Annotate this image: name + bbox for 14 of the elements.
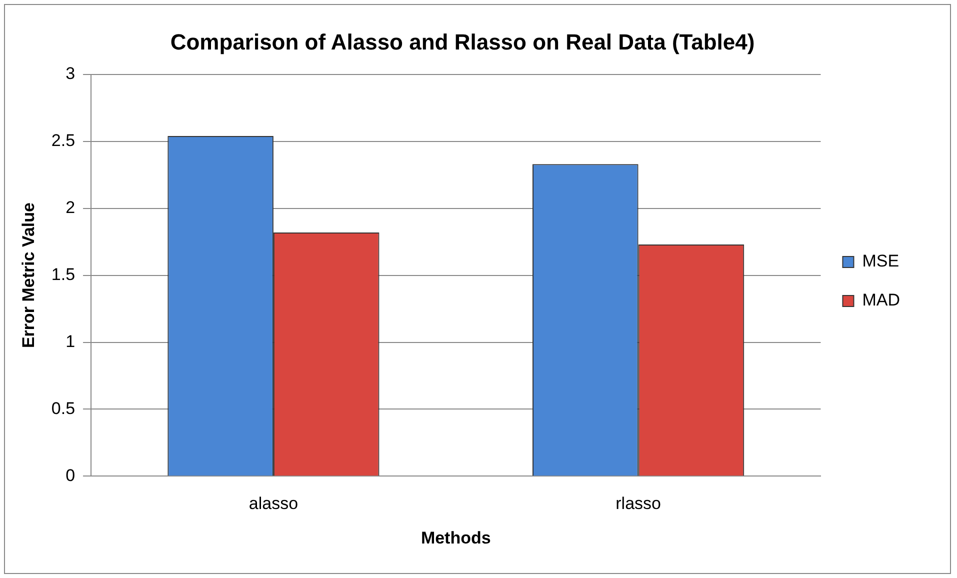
y-tick-label: 1.5 [51,264,76,284]
y-tick-label: 2.5 [51,131,76,150]
chart-title: Comparison of Alasso and Rlasso on Real Data (Table4) [170,29,755,54]
x-tick-label: rlasso [616,494,661,514]
y-tick-label: 0.5 [51,398,76,418]
x-tick-label: alasso [248,494,298,514]
x-axis-title: Methods [420,528,491,548]
y-tick-label: 0 [66,466,76,485]
legend-label: MSE [862,252,900,271]
y-tick-label: 3 [66,64,76,84]
y-tick-label: 2 [66,198,76,218]
y-tick-label: 1 [66,332,76,351]
legend-label: MAD [862,290,900,310]
y-axis-title: Error Metric Value [18,202,38,348]
